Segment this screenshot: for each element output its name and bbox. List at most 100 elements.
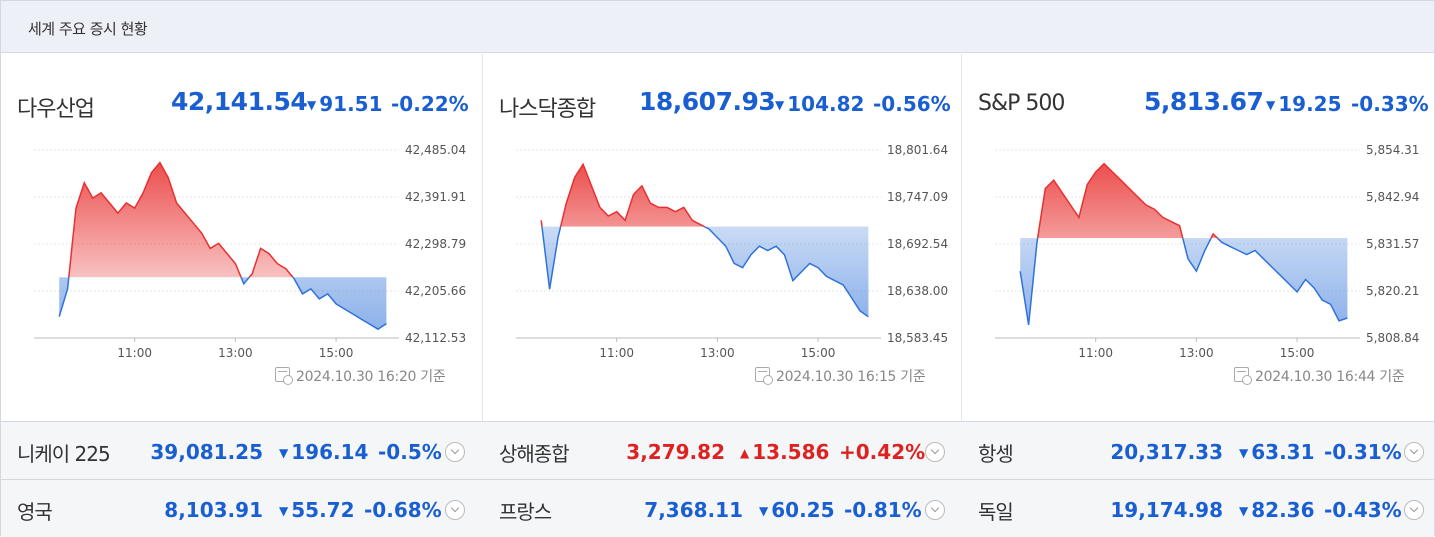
down-arrow-icon: ▼ xyxy=(775,98,785,112)
panel-divider xyxy=(961,54,962,536)
index-percent: -0.31% xyxy=(1324,440,1402,464)
x-tick-label: 13:00 xyxy=(1179,346,1214,360)
y-tick-label: 18,583.45 xyxy=(887,331,948,345)
x-tick-label: 15:00 xyxy=(801,346,836,360)
chevron-down-icon[interactable] xyxy=(1404,500,1424,520)
index-percent: -0.56% xyxy=(873,92,951,116)
index-percent: -0.81% xyxy=(844,498,922,522)
index-value: 39,081.25 xyxy=(150,440,263,464)
index-cell-uk[interactable]: 영국 8,103.91 ▼ 55.72 -0.68% xyxy=(1,480,481,537)
index-cell-nikkei[interactable]: 니케이 225 39,081.25 ▼ 196.14 -0.5% xyxy=(1,422,481,479)
index-name: 독일 xyxy=(978,500,1014,524)
series-line-down xyxy=(541,226,869,318)
series-line-up xyxy=(68,161,294,278)
index-change: ▼ 19.25 xyxy=(1266,92,1342,116)
index-change: ▼ 55.72 xyxy=(279,498,355,522)
y-tick-label: 18,692.54 xyxy=(887,237,948,251)
index-change: ▼ 196.14 xyxy=(279,440,369,464)
x-tick-label: 13:00 xyxy=(218,346,253,360)
series-line-down xyxy=(1019,238,1348,326)
x-tick-label: 15:00 xyxy=(319,346,354,360)
calendar-icon xyxy=(275,367,293,385)
down-arrow-icon: ▼ xyxy=(1239,446,1249,460)
index-panel-sp500[interactable]: S&P 500 5,813.67 ▼ 19.25 -0.33% 5,854.31 5… xyxy=(962,54,1434,421)
row-divider xyxy=(1,421,1434,422)
series-line-down xyxy=(58,277,387,331)
index-percent: -0.68% xyxy=(364,498,442,522)
y-tick-label: 18,638.00 xyxy=(887,284,948,298)
index-cell-hangseng[interactable]: 항셍 20,317.33 ▼ 63.31 -0.31% xyxy=(962,422,1434,479)
chevron-down-icon[interactable] xyxy=(445,442,465,462)
chart-timestamp: 2024.10.30 16:15 기준 xyxy=(776,369,926,385)
index-value: 8,103.91 xyxy=(164,498,263,522)
index-row-1: 니케이 225 39,081.25 ▼ 196.14 -0.5% 상해종합 3,2… xyxy=(1,422,1434,479)
index-value: 20,317.33 xyxy=(1110,440,1223,464)
x-tick-label: 11:00 xyxy=(599,346,634,360)
index-name: 나스닥종합 xyxy=(499,97,596,122)
index-cell-france[interactable]: 프랑스 7,368.11 ▼ 60.25 -0.81% xyxy=(483,480,961,537)
index-change: ▼ 63.31 xyxy=(1239,440,1315,464)
chart-timestamp: 2024.10.30 16:20 기준 xyxy=(296,369,446,385)
index-change: ▼ 91.51 xyxy=(307,92,383,116)
index-name: 영국 xyxy=(17,500,53,524)
intraday-chart-nasdaq[interactable]: 18,801.64 18,747.09 18,692.54 18,638.00 18,5… xyxy=(483,134,961,364)
area-below-baseline xyxy=(541,226,869,317)
index-name: 항셍 xyxy=(978,442,1014,466)
y-tick-label: 42,391.91 xyxy=(405,190,466,204)
y-tick-label: 42,112.53 xyxy=(405,331,466,345)
row-divider xyxy=(1,479,1434,480)
widget-title: 세계 주요 증시 현황 xyxy=(28,20,148,38)
x-tick-label: 13:00 xyxy=(700,346,735,360)
intraday-chart-sp500[interactable]: 5,854.31 5,842.94 5,831.57 5,820.21 5,808.84… xyxy=(962,134,1434,364)
down-arrow-icon: ▼ xyxy=(279,504,289,518)
area-above-baseline xyxy=(541,164,705,227)
y-tick-label: 42,485.04 xyxy=(405,143,466,157)
chevron-down-icon[interactable] xyxy=(445,500,465,520)
index-name: 프랑스 xyxy=(499,500,552,524)
index-value: 18,607.93 xyxy=(639,87,776,116)
index-cell-shanghai[interactable]: 상해종합 3,279.82 ▲ 13.586 +0.42% xyxy=(483,422,961,479)
index-name: 니케이 225 xyxy=(17,442,111,466)
index-percent: -0.43% xyxy=(1324,498,1402,522)
down-arrow-icon: ▼ xyxy=(307,98,317,112)
chevron-down-icon[interactable] xyxy=(1404,442,1424,462)
area-above-baseline xyxy=(1020,163,1348,239)
area-below-baseline xyxy=(59,277,387,330)
index-name: 다우산업 xyxy=(17,97,95,122)
y-tick-label: 18,747.09 xyxy=(887,190,948,204)
index-value: 3,279.82 xyxy=(626,440,725,464)
index-value: 5,813.67 xyxy=(1144,87,1264,116)
index-name: S&P 500 xyxy=(978,91,1065,116)
area-above-baseline xyxy=(68,162,293,278)
series-line-up xyxy=(540,162,706,227)
index-percent: +0.42% xyxy=(839,440,926,464)
index-value: 19,174.98 xyxy=(1110,498,1223,522)
index-panel-nasdaq[interactable]: 나스닥종합 18,607.93 ▼ 104.82 -0.56% 18,801.64… xyxy=(483,54,961,421)
y-tick-label: 5,820.21 xyxy=(1366,284,1419,298)
y-tick-label: 5,854.31 xyxy=(1366,143,1419,157)
chevron-down-icon[interactable] xyxy=(925,500,945,520)
index-change: ▼ 82.36 xyxy=(1239,498,1315,522)
down-arrow-icon: ▼ xyxy=(279,446,289,460)
index-percent: -0.5% xyxy=(378,440,442,464)
y-tick-label: 5,842.94 xyxy=(1366,190,1419,204)
panel-divider xyxy=(482,54,483,536)
y-tick-label: 5,808.84 xyxy=(1366,331,1419,345)
index-percent: -0.22% xyxy=(391,92,469,116)
down-arrow-icon: ▼ xyxy=(759,504,769,518)
index-cell-germany[interactable]: 독일 19,174.98 ▼ 82.36 -0.43% xyxy=(962,480,1434,537)
y-tick-label: 5,831.57 xyxy=(1366,237,1419,251)
x-tick-label: 11:00 xyxy=(1078,346,1113,360)
calendar-icon xyxy=(755,367,773,385)
index-panel-dow[interactable]: 다우산업 42,141.54 ▼ 91.51 -0.22% 42,485.04 42… xyxy=(1,54,481,421)
y-tick-label: 42,205.66 xyxy=(405,284,466,298)
widget-header: 세계 주요 증시 현황 xyxy=(1,1,1434,53)
index-change: ▼ 104.82 xyxy=(775,92,865,116)
down-arrow-icon: ▼ xyxy=(1266,98,1276,112)
x-tick-label: 15:00 xyxy=(1280,346,1315,360)
y-tick-label: 42,298.79 xyxy=(405,237,466,251)
calendar-icon xyxy=(1234,367,1252,385)
intraday-chart-dow[interactable]: 42,485.04 42,391.91 42,298.79 42,205.66 42,1… xyxy=(1,134,481,364)
chevron-down-icon[interactable] xyxy=(925,442,945,462)
